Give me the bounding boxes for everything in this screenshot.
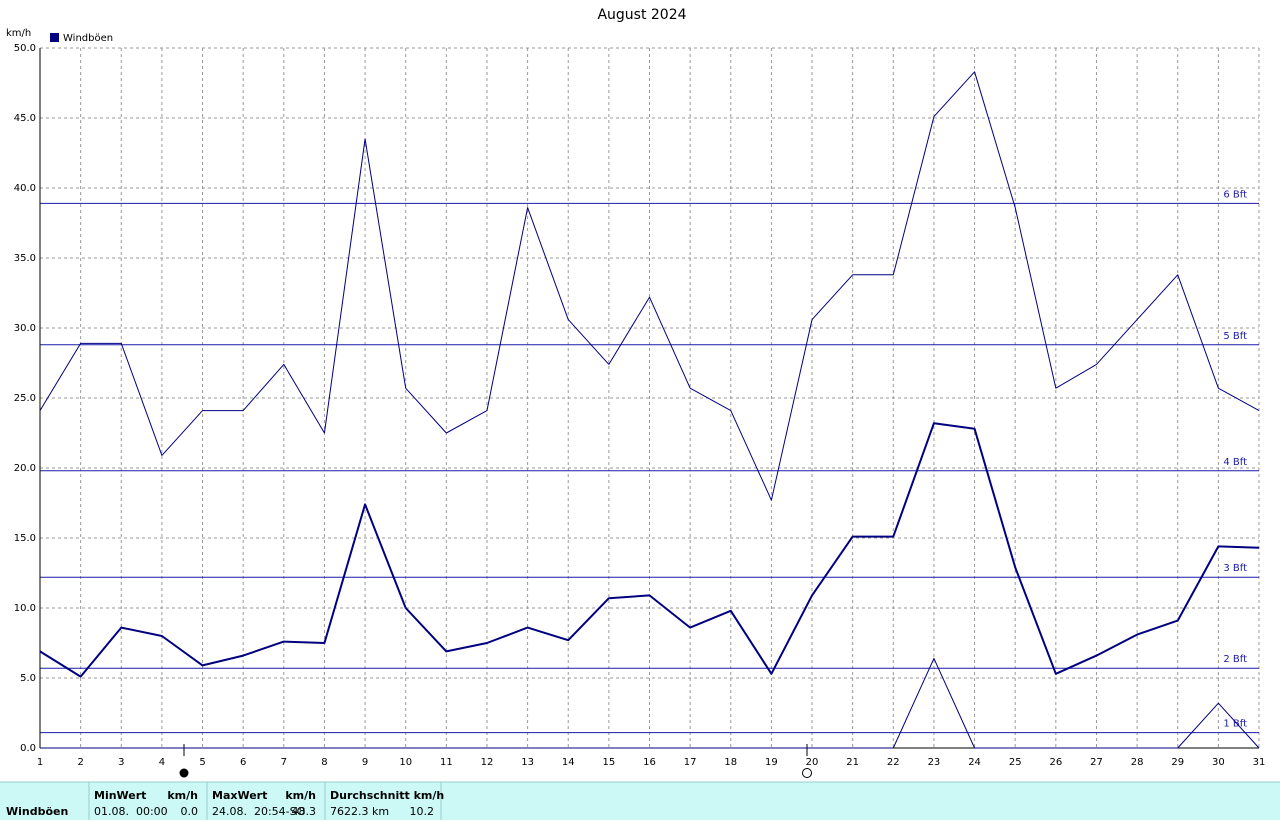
beaufort-label: 2 Bft bbox=[1223, 654, 1247, 665]
y-tick-label: 30.0 bbox=[14, 323, 36, 334]
x-tick-label: 31 bbox=[1253, 757, 1266, 768]
footer-head: km/h bbox=[285, 789, 316, 802]
x-tick-label: 24 bbox=[968, 757, 981, 768]
y-tick-label: 40.0 bbox=[14, 183, 36, 194]
x-tick-label: 29 bbox=[1171, 757, 1184, 768]
footer-band bbox=[0, 782, 1280, 820]
x-tick-label: 25 bbox=[1009, 757, 1022, 768]
x-tick-label: 15 bbox=[602, 757, 615, 768]
x-tick-label: 12 bbox=[481, 757, 494, 768]
beaufort-label: 5 Bft bbox=[1223, 331, 1247, 342]
x-tick-label: 17 bbox=[684, 757, 697, 768]
footer-head: MinWert bbox=[94, 789, 146, 802]
full-moon-icon bbox=[802, 768, 812, 778]
x-tick-label: 30 bbox=[1212, 757, 1225, 768]
beaufort-label: 1 Bft bbox=[1223, 719, 1247, 730]
x-tick-label: 10 bbox=[399, 757, 412, 768]
x-tick-label: 13 bbox=[521, 757, 534, 768]
chart-title: August 2024 bbox=[597, 7, 686, 23]
y-tick-label: 35.0 bbox=[14, 253, 36, 264]
x-tick-label: 19 bbox=[765, 757, 778, 768]
y-axis-label: km/h bbox=[6, 28, 31, 39]
footer-cell: 01.08. 00:00 bbox=[94, 805, 168, 818]
series-line bbox=[39, 422, 1260, 678]
x-tick-label: 23 bbox=[928, 757, 941, 768]
x-tick-label: 8 bbox=[321, 757, 327, 768]
x-tick-label: 18 bbox=[724, 757, 737, 768]
footer-cell: 24.08. 20:54-SO bbox=[212, 805, 306, 818]
x-tick-label: 1 bbox=[37, 757, 43, 768]
series-line bbox=[40, 657, 1260, 749]
y-tick-label: 15.0 bbox=[14, 533, 36, 544]
x-tick-label: 27 bbox=[1090, 757, 1103, 768]
beaufort-label: 4 Bft bbox=[1223, 457, 1247, 468]
x-tick-label: 28 bbox=[1131, 757, 1144, 768]
x-tick-label: 9 bbox=[362, 757, 368, 768]
legend-label: Windböen bbox=[63, 33, 113, 44]
x-tick-label: 5 bbox=[199, 757, 205, 768]
footer-cell: 7622.3 km bbox=[330, 805, 389, 818]
footer-cell: 0.0 bbox=[181, 805, 199, 818]
footer-cell: 48.3 bbox=[292, 805, 317, 818]
footer-head: km/h bbox=[167, 789, 198, 802]
footer-cell: 10.2 bbox=[410, 805, 435, 818]
y-tick-label: 0.0 bbox=[20, 743, 36, 754]
x-tick-label: 14 bbox=[562, 757, 575, 768]
x-tick-label: 2 bbox=[77, 757, 83, 768]
footer-head: Durchschnitt km/h bbox=[330, 789, 444, 802]
series-line bbox=[39, 71, 1260, 501]
x-tick-label: 3 bbox=[118, 757, 124, 768]
y-tick-label: 45.0 bbox=[14, 113, 36, 124]
footer-row-label: Windböen bbox=[6, 805, 68, 818]
y-tick-label: 10.0 bbox=[14, 603, 36, 614]
x-tick-label: 11 bbox=[440, 757, 453, 768]
y-tick-label: 5.0 bbox=[20, 673, 36, 684]
beaufort-label: 3 Bft bbox=[1223, 563, 1247, 574]
x-tick-label: 20 bbox=[806, 757, 819, 768]
x-tick-label: 21 bbox=[846, 757, 859, 768]
x-tick-label: 7 bbox=[281, 757, 287, 768]
x-tick-label: 26 bbox=[1049, 757, 1062, 768]
y-tick-label: 50.0 bbox=[14, 43, 36, 54]
y-tick-label: 20.0 bbox=[14, 463, 36, 474]
footer-head: MaxWert bbox=[212, 789, 267, 802]
beaufort-label: 6 Bft bbox=[1223, 189, 1247, 200]
x-tick-label: 22 bbox=[887, 757, 900, 768]
legend-swatch bbox=[50, 33, 59, 42]
x-tick-label: 16 bbox=[643, 757, 656, 768]
new-moon-icon bbox=[179, 768, 189, 778]
x-tick-label: 4 bbox=[159, 757, 165, 768]
y-tick-label: 25.0 bbox=[14, 393, 36, 404]
x-tick-label: 6 bbox=[240, 757, 246, 768]
